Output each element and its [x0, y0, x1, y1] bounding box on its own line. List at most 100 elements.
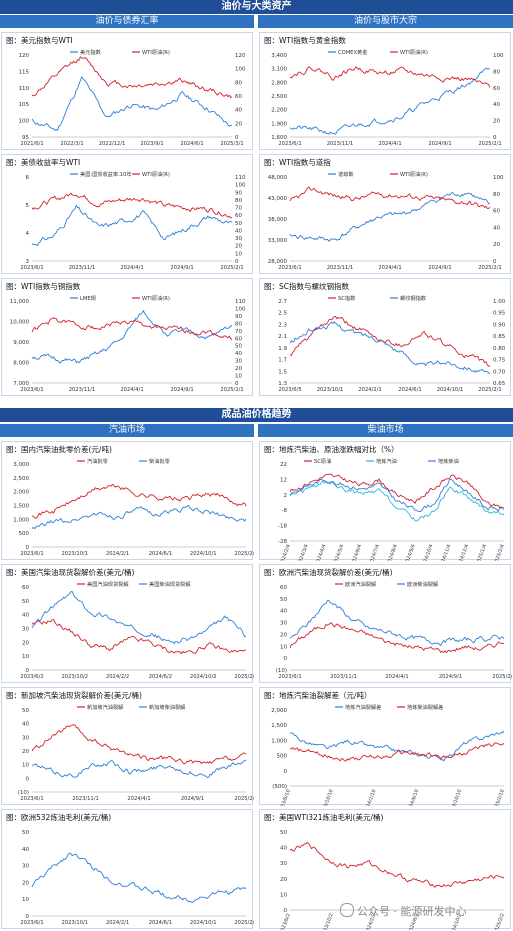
x-tick-label: 2024/4/1	[378, 141, 401, 147]
chart-title: 图：美债收益率与WTI	[6, 158, 81, 167]
series-line	[289, 315, 491, 367]
x-tick-label: 2025/2/10	[492, 789, 506, 806]
y-tick-label: 2,500	[271, 94, 287, 100]
wechat-icon	[340, 903, 354, 917]
y2-tick-label: 0.65	[493, 381, 506, 387]
series-line	[289, 473, 505, 509]
y-tick-label: 30	[22, 735, 29, 741]
legend-label: 新加坡汽油裂解	[87, 703, 123, 711]
y2-tick-label: 100	[235, 183, 246, 189]
legend-label: WTI原油(R)	[400, 48, 428, 56]
y-tick-label: 1,000	[13, 517, 29, 523]
chart-title: 图：美国WTI321炼油毛利(美元/桶)	[264, 813, 384, 822]
series-line	[289, 622, 505, 654]
legend-label: 螺纹钢指数	[400, 294, 427, 302]
x-tick-label: 2023/6/1	[278, 265, 301, 271]
x-tick-label: 2023/10/2	[321, 913, 335, 930]
y2-tick-label: 60	[235, 213, 242, 219]
x-tick-label: 2024/4/1	[120, 387, 143, 393]
y-tick-label: 110	[19, 86, 30, 92]
y-tick-label: 3,000	[13, 462, 29, 468]
x-tick-label: 2024/11/4	[438, 544, 452, 561]
y-tick-label: 10	[280, 644, 287, 650]
x-tick-label: 2024/6/4	[350, 544, 363, 561]
y-tick-label: 500	[277, 754, 288, 760]
y-tick-label: 50	[280, 597, 287, 603]
chart-panel: 图：新加坡汽柴油现货裂解价差(美元/桶) (10) 0 10 20 30 40 50 2023/…	[1, 687, 254, 805]
x-tick-label: 2024/5/4	[332, 544, 345, 561]
x-tick-label: 2024/2/1	[358, 387, 381, 393]
y2-tick-label: 1.00	[493, 299, 506, 305]
y2-tick-label: 90	[235, 190, 242, 196]
y-tick-label: 30	[280, 861, 287, 867]
series-line	[31, 192, 233, 219]
y-tick-label: 2,200	[271, 108, 287, 114]
x-tick-label: 2024/9/1	[170, 387, 193, 393]
chart-panel: 图：美国WTI321炼油毛利(美元/桶) 0 10 20 30 40 50 2023/6/2 2…	[259, 809, 511, 930]
x-tick-label: 2023/11/1	[72, 796, 99, 802]
y-tick-label: 1.9	[278, 346, 287, 352]
y-tick-label: 40	[280, 846, 287, 852]
chart-title: 图：欧洲532炼油毛利(美元/桶)	[6, 813, 112, 822]
legend-label: 地炼柴油裂解差	[407, 703, 443, 711]
y2-tick-label: 20	[235, 121, 242, 127]
x-tick-label: 2023/10/1	[317, 387, 344, 393]
y2-tick-label: 0.90	[493, 322, 506, 328]
legend-label: 新加坡柴油裂解	[149, 703, 185, 711]
legend-label: 欧洲汽油裂解	[345, 580, 376, 588]
series-line	[31, 204, 233, 247]
x-tick-label: 2025/2/1	[478, 141, 501, 147]
x-tick-label: 2024/2/10	[363, 789, 377, 806]
legend-label: 汽油批零	[87, 457, 109, 465]
y-tick-label: 1,900	[271, 121, 287, 127]
legend-label: 地炼汽油裂解差	[345, 703, 381, 711]
x-tick-label: 2023/10/1	[61, 551, 88, 557]
y-tick-label: 0	[284, 908, 288, 914]
y-tick-label: -18	[278, 524, 287, 530]
chart-svg: 1,600 1,900 2,200 2,500 2,800 3,100 3,400 0 20 40…	[271, 48, 504, 147]
x-tick-label: 2023/6/2	[279, 913, 292, 930]
y-tick-label: 40	[22, 722, 29, 728]
series-line	[289, 478, 505, 512]
series-line	[289, 186, 491, 209]
x-tick-label: 2024/6/1	[149, 551, 172, 557]
series-line	[289, 599, 505, 646]
x-tick-label: 2024/4/1	[120, 265, 143, 271]
legend-label: 美国:国债收益率:10年	[80, 170, 132, 178]
chart-title: 图：欧洲汽柴油现货裂解价差(美元/桶)	[264, 568, 393, 577]
x-tick-label: 2023/6/1	[20, 920, 43, 926]
y-tick-label: 48,000	[268, 175, 288, 181]
y-tick-label: 30	[22, 627, 29, 633]
x-tick-label: 2025/2/1	[478, 265, 501, 271]
series-line	[289, 730, 505, 762]
chart-panel: 图：国内汽柴油批零价差(元/吨) 0 500 1,000 1,500 2,000 2,500…	[1, 441, 254, 560]
x-tick-label: 2024/10/1	[190, 551, 217, 557]
y2-tick-label: 50	[235, 344, 242, 350]
x-tick-label: 2024/9/1	[428, 265, 451, 271]
y2-tick-label: 110	[235, 299, 246, 305]
y2-tick-label: 60	[493, 86, 500, 92]
x-tick-label: 2024/4/4	[315, 544, 328, 561]
y2-tick-label: 20	[493, 242, 500, 248]
chart-title: 图：美元指数与WTI	[6, 36, 73, 45]
chart-panel: 图：地炼汽柴油裂解差（元/吨） (500) 0 500 1,000 1,500 2,000 2…	[259, 687, 511, 806]
chart-title: 图：新加坡汽柴油现货裂解价差(美元/桶)	[6, 691, 142, 700]
x-tick-label: 2024/2/1	[106, 551, 129, 557]
legend-label: 地炼汽油	[376, 457, 397, 465]
y-tick-label: 2.7	[278, 299, 287, 305]
y2-tick-label: 0	[235, 135, 239, 141]
x-tick-label: 2023/6/1	[20, 265, 43, 271]
x-tick-label: 2025/2/1	[234, 920, 254, 926]
legend-label: 美国汽油现货裂解	[87, 580, 129, 588]
chart-panel: 图：美国汽柴油现货裂解价差(美元/桶) 0 10 20 30 40 50 60 2023/6/2…	[1, 564, 254, 683]
x-tick-label: 2023/9/1	[140, 141, 163, 147]
x-tick-label: 2023/10/1	[61, 920, 88, 926]
y-tick-label: 20	[22, 880, 29, 886]
y2-tick-label: 0	[493, 259, 497, 265]
y2-tick-label: 110	[235, 175, 246, 181]
x-tick-label: 2025/1/4	[475, 544, 488, 561]
y2-tick-label: 40	[493, 225, 500, 231]
chart-panel: 图：欧洲532炼油毛利(美元/桶) 0 10 20 30 40 50 2023/6/1 2023…	[1, 809, 254, 929]
x-tick-label: 2023/11/1	[330, 674, 357, 680]
x-tick-label: 2024/10/4	[420, 544, 434, 561]
